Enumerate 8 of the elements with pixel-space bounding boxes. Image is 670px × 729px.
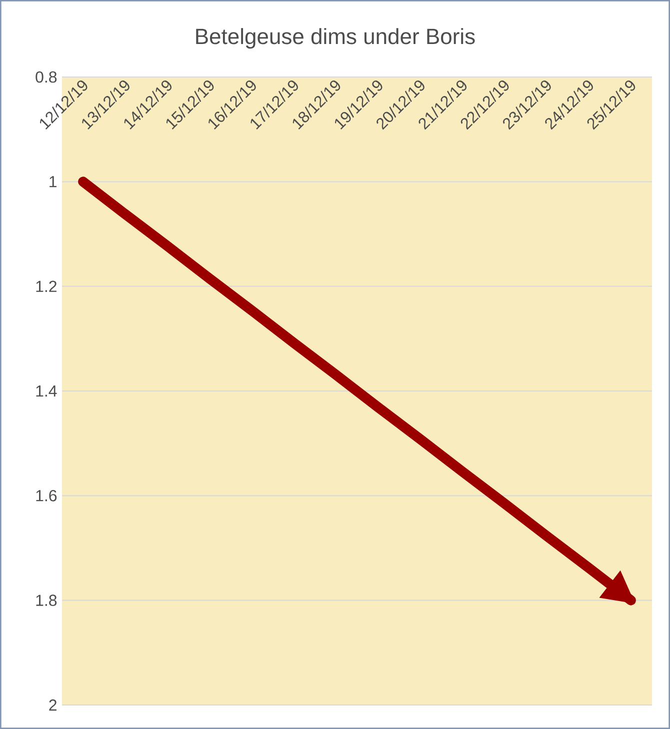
y-tick-label: 2 <box>49 699 56 711</box>
y-tick-label: 1.8 <box>36 594 57 606</box>
y-tick-label: 1.6 <box>36 490 57 502</box>
y-tick-label: 1.2 <box>36 280 56 292</box>
y-tick-label: 0.8 <box>36 71 57 83</box>
y-tick-label: 1 <box>50 176 57 188</box>
y-tick-label: 1.4 <box>36 386 57 397</box>
chart-title: Betelgeuse dims under Boris <box>196 28 475 49</box>
